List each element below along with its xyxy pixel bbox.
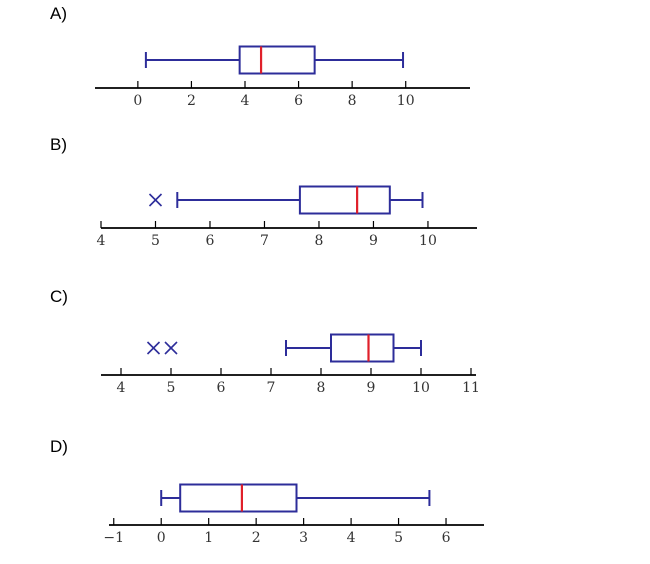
tick-label: 6 — [294, 93, 303, 109]
outlier-marker — [148, 193, 163, 207]
tick-label: 5 — [151, 233, 160, 249]
tick-label: 2 — [252, 530, 261, 546]
tick-label: −1 — [103, 530, 124, 546]
tick-label: 0 — [133, 93, 142, 109]
tick-label: 6 — [206, 233, 215, 249]
tick-label: 0 — [157, 530, 166, 546]
tick-label: 1 — [204, 530, 213, 546]
tick-label: 4 — [347, 530, 356, 546]
tick-label: 4 — [241, 93, 250, 109]
tick-label: 9 — [369, 233, 378, 249]
tick-label: 10 — [397, 93, 415, 109]
tick-label: 10 — [419, 233, 437, 249]
tick-label: 10 — [412, 380, 430, 396]
outlier-stroke — [164, 341, 178, 355]
tick-label: 5 — [394, 530, 403, 546]
outlier-marker — [146, 341, 161, 355]
plot-label-a: A) — [50, 4, 67, 23]
tick-label: 9 — [367, 380, 376, 396]
tick-label: 2 — [187, 93, 196, 109]
tick-label: 5 — [167, 380, 176, 396]
outlier-stroke — [148, 193, 163, 207]
tick-label: 3 — [299, 530, 308, 546]
tick-label: 8 — [315, 233, 324, 249]
tick-label: 4 — [97, 233, 106, 249]
plot-label-b: B) — [50, 135, 67, 154]
boxplot-panel-1: 0 2 4 6 8 10 — [95, 45, 470, 109]
tick-label: 4 — [117, 380, 126, 396]
iqr-box — [179, 483, 298, 513]
outlier-marker — [164, 341, 178, 355]
tick-label: 8 — [317, 380, 326, 396]
plot-label-c: C) — [50, 287, 68, 306]
tick-label: 7 — [260, 233, 269, 249]
boxplot-panel-3: 4 5 6 7 8 9 10 11 — [101, 333, 480, 396]
boxplot-panel-4: −1 0 1 2 3 4 5 6 — [103, 483, 484, 546]
boxplot-panel-2: 4 5 6 7 8 9 10 — [97, 185, 477, 249]
iqr-box — [330, 333, 395, 363]
tick-label: 11 — [462, 380, 480, 396]
tick-label: 7 — [267, 380, 276, 396]
tick-label: 8 — [348, 93, 357, 109]
outlier-stroke — [146, 341, 161, 355]
tick-label: 6 — [217, 380, 226, 396]
iqr-box — [238, 45, 316, 75]
iqr-box — [298, 185, 391, 215]
plot-label-d: D) — [50, 437, 68, 456]
tick-label: 6 — [442, 530, 451, 546]
